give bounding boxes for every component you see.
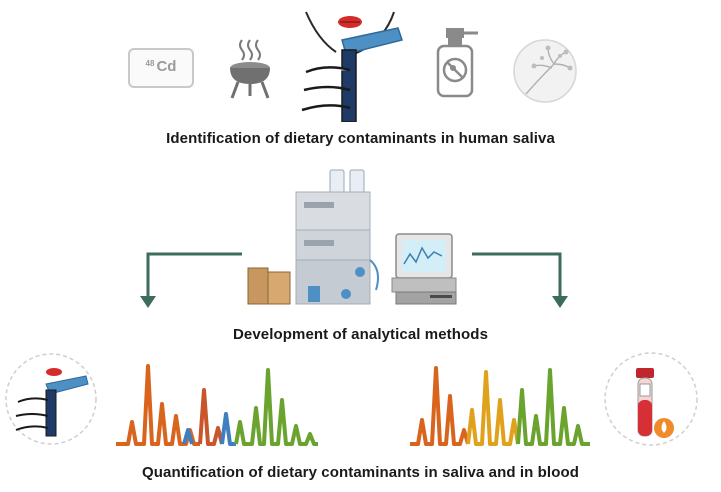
middle-caption: Development of analytical methods <box>232 326 489 343</box>
saliva-circle-icon <box>5 353 97 445</box>
cadmium-element-icon: 48 Cd <box>128 48 194 88</box>
lc-ms-instrument-icon <box>247 169 457 305</box>
chromatogram-left <box>116 364 318 446</box>
chromatogram-right <box>410 366 590 446</box>
pesticide-sprayer-icon <box>436 28 478 98</box>
right-arrow <box>472 252 562 298</box>
left-arrow <box>146 252 242 298</box>
mold-spore-icon <box>513 39 577 103</box>
right-arrow-head <box>552 296 568 308</box>
saliva-collection-icon <box>301 11 403 122</box>
blood-tube-icon <box>604 352 698 446</box>
grill-icon <box>230 39 270 99</box>
bottom-caption: Quantification of dietary contaminants i… <box>142 464 579 481</box>
left-arrow-head <box>140 296 156 308</box>
top-caption: Identification of dietary contaminants i… <box>166 130 555 147</box>
